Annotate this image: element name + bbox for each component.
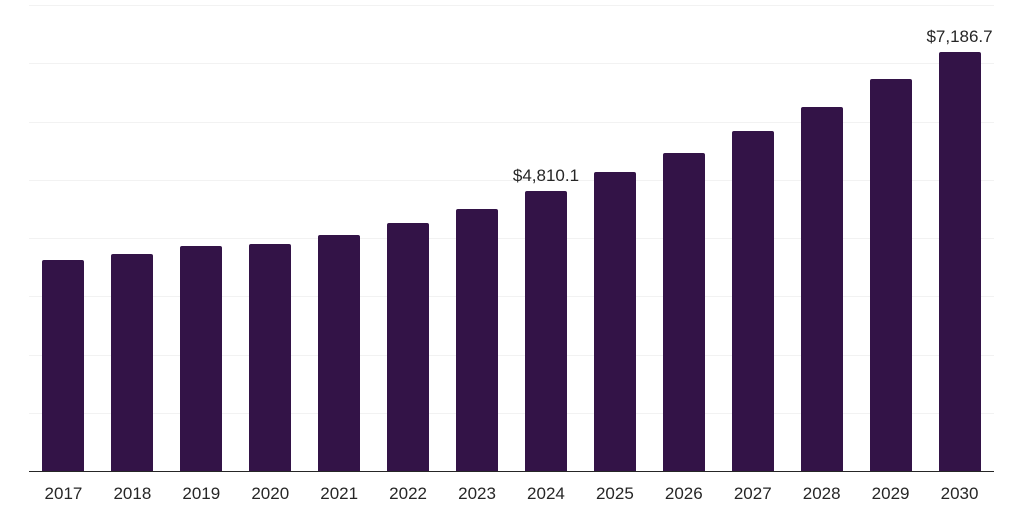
bar-2018[interactable] [111,253,154,471]
bar-2019[interactable] [180,246,223,471]
bar-2025[interactable] [593,172,636,471]
bar-2023[interactable] [456,209,499,471]
x-axis-label-2030: 2030 [940,484,979,503]
bar-2029[interactable] [869,78,912,471]
gridline-6000 [29,121,994,123]
x-axis-label-2023: 2023 [458,484,496,503]
bar-2027[interactable] [731,131,774,471]
gridline-7000 [29,63,994,65]
bar-2020[interactable] [249,243,292,471]
plot-area: $4,810.1 $7,186.7 [29,5,994,472]
bar-2017[interactable] [42,259,85,471]
bar-2022[interactable] [387,223,430,471]
gridline-5000 [29,179,994,181]
data-label-2024: $4,810.1 [512,165,580,185]
x-axis-label-2024: 2024 [527,484,565,503]
x-axis-label-2025: 2025 [595,484,634,503]
x-axis-label-2028: 2028 [802,484,841,503]
bar-2024[interactable] [524,190,567,471]
bar-2026[interactable] [662,152,705,471]
gridline-4000 [29,238,994,239]
bar-2028[interactable] [800,107,843,471]
x-axis-label-2021: 2021 [320,484,359,503]
x-axis-label-2018: 2018 [113,484,152,503]
x-axis-label-2017: 2017 [44,484,83,503]
bar-2021[interactable] [318,235,361,471]
gridline-3000 [29,296,994,298]
x-axis-label-2020: 2020 [251,484,290,503]
x-axis-label-2026: 2026 [664,484,703,503]
x-axis-label-2029: 2029 [871,484,910,503]
gridline-1000 [29,412,994,414]
bar-2030[interactable] [938,52,981,471]
gridline-2000 [29,354,994,356]
x-axis-label-2019: 2019 [182,484,221,503]
x-axis-label-2022: 2022 [389,484,427,503]
x-axis-label-2027: 2027 [733,484,772,503]
gridline-8000 [29,5,994,6]
data-label-2030: $7,186.7 [926,27,993,47]
